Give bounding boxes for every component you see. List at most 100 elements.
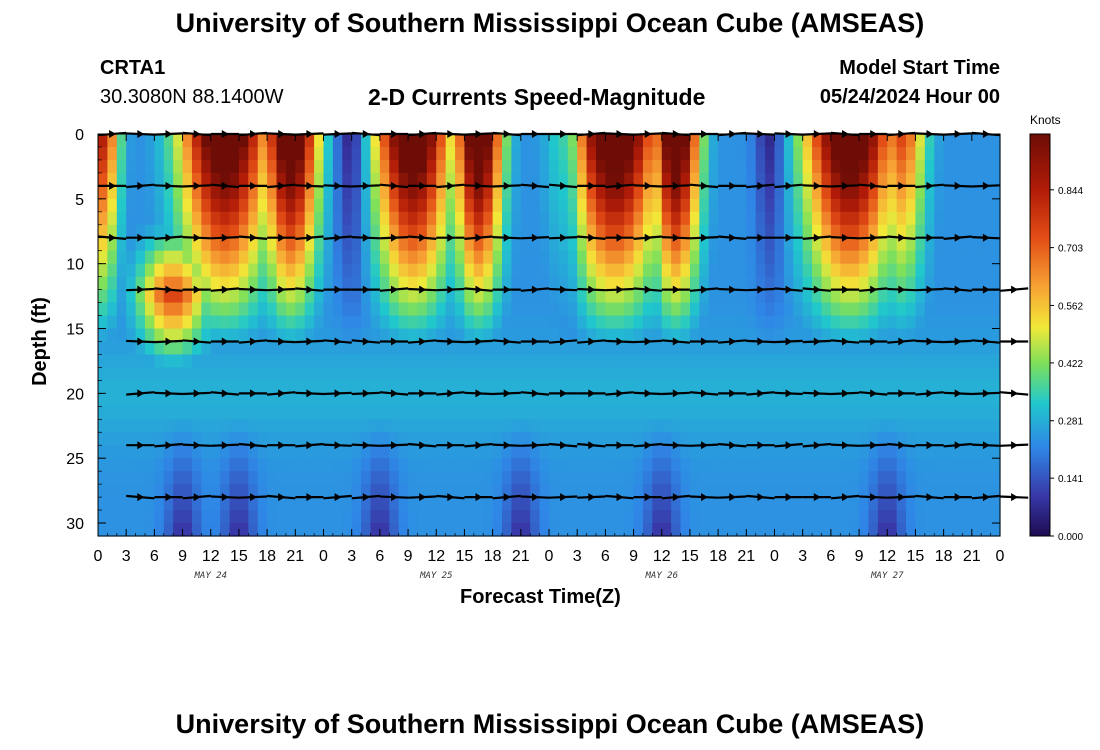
heat-cell (445, 497, 456, 511)
heat-cell (163, 263, 174, 278)
heat-cell (126, 134, 137, 148)
heat-cell (398, 302, 409, 317)
heat-cell (276, 328, 287, 343)
heat-cell (492, 198, 503, 213)
heat-cell (840, 367, 851, 381)
heat-cell (304, 497, 315, 511)
heat-cell (436, 432, 447, 446)
heat-cell (304, 276, 315, 291)
heat-cell (699, 276, 710, 291)
heat-cell (605, 510, 616, 524)
heat-cell (680, 134, 691, 148)
heat-cell (520, 328, 531, 343)
heat-cell (859, 497, 870, 511)
heat-cell (379, 406, 390, 420)
heat-cell (238, 458, 249, 472)
heat-cell (483, 406, 494, 420)
heat-cell (736, 289, 747, 304)
heat-cell (680, 237, 691, 252)
heat-cell (821, 341, 832, 356)
heat-cell (567, 471, 578, 485)
heat-cell (502, 406, 513, 420)
heat-cell (802, 276, 813, 291)
heat-cell (238, 328, 249, 343)
heat-cell (783, 211, 794, 226)
heat-cell (755, 406, 766, 420)
heat-cell (173, 471, 184, 485)
heat-cell (408, 276, 419, 291)
heat-cell (859, 510, 870, 524)
heat-cell (144, 134, 155, 148)
heat-cell (567, 354, 578, 369)
heat-cell (971, 471, 982, 485)
heat-cell (295, 289, 306, 304)
heat-cell (191, 159, 202, 174)
heat-cell (699, 224, 710, 239)
heat-cell (248, 276, 259, 291)
heat-cell (577, 159, 588, 174)
heat-cell (614, 380, 625, 394)
x-tick-label: 18 (484, 548, 502, 565)
heat-cell (182, 354, 193, 369)
heat-cell (238, 497, 249, 511)
heat-cell (642, 419, 653, 433)
heat-cell (191, 185, 202, 200)
heat-cell (896, 523, 907, 537)
heat-cell (248, 341, 259, 356)
heat-cell (248, 315, 259, 330)
current-arrowhead (109, 233, 117, 242)
heat-cell (173, 367, 184, 381)
heat-cell (821, 276, 832, 291)
heat-cell (624, 289, 635, 304)
heat-cell (314, 276, 325, 291)
heat-cell (812, 224, 823, 239)
heat-cell (332, 198, 343, 213)
current-arrowhead (193, 337, 201, 346)
heat-cell (229, 354, 240, 369)
heat-cell (830, 263, 841, 278)
heat-cell (342, 471, 353, 485)
heat-cell (361, 250, 372, 265)
x-tick-label: 15 (230, 548, 248, 565)
heat-cell (943, 432, 954, 446)
heat-cell (774, 289, 785, 304)
heat-cell (473, 484, 484, 498)
heat-cell (267, 497, 278, 511)
heat-cell (802, 315, 813, 330)
heat-cell (530, 224, 541, 239)
heat-cell (473, 250, 484, 265)
heat-cell (915, 315, 926, 330)
heat-cell (220, 445, 231, 459)
heat-cell (624, 224, 635, 239)
heat-cell (812, 211, 823, 226)
current-arrowhead (221, 181, 229, 190)
heat-cell (342, 211, 353, 226)
heat-cell (971, 302, 982, 317)
heat-cell (990, 146, 1001, 161)
heat-cell (426, 146, 437, 161)
heat-cell (736, 276, 747, 291)
heat-cell (144, 302, 155, 317)
heat-cell (924, 341, 935, 356)
y-tick-label: 25 (66, 451, 84, 468)
heat-cell (934, 134, 945, 148)
heat-cell (285, 328, 296, 343)
heat-cell (605, 211, 616, 226)
heat-cell (511, 393, 522, 407)
heat-cell (727, 432, 738, 446)
heat-cell (126, 289, 137, 304)
heat-cell (727, 471, 738, 485)
heat-cell (567, 198, 578, 213)
heat-cell (229, 510, 240, 524)
heat-cell (661, 172, 672, 187)
heat-cell (981, 146, 992, 161)
heat-cell (896, 250, 907, 265)
heat-cell (558, 328, 569, 343)
heat-cell (182, 250, 193, 265)
heat-cell (107, 134, 118, 148)
heat-cell (558, 471, 569, 485)
heat-cell (370, 393, 381, 407)
heat-cell (408, 445, 419, 459)
heat-cell (464, 354, 475, 369)
heat-cell (220, 172, 231, 187)
